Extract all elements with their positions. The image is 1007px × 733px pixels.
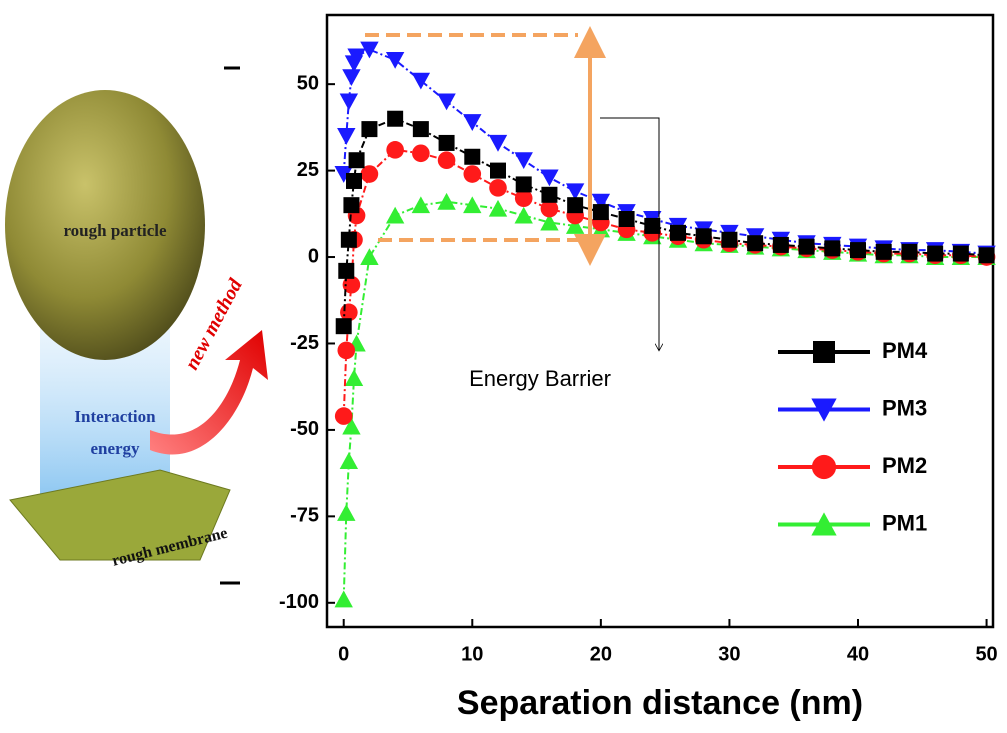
- marker: [360, 248, 378, 265]
- x-tick-label: 30: [718, 643, 740, 665]
- legend-label: PM2: [882, 453, 927, 478]
- marker: [438, 151, 456, 169]
- marker: [515, 207, 533, 224]
- legend-label: PM4: [882, 338, 928, 363]
- marker: [387, 111, 403, 127]
- marker: [337, 504, 355, 521]
- marker: [489, 179, 507, 197]
- marker: [342, 69, 360, 86]
- marker: [567, 197, 583, 213]
- energy-label: energy: [90, 439, 140, 458]
- energy-label: Interaction: [74, 407, 156, 426]
- marker: [516, 176, 532, 192]
- marker: [437, 193, 455, 210]
- marker: [343, 197, 359, 213]
- marker: [386, 207, 404, 224]
- y-tick-label: -75: [290, 505, 319, 527]
- legend-label: PM1: [882, 510, 927, 535]
- legend: PM4 PM3 PM2 PM1: [778, 338, 928, 536]
- marker: [335, 407, 353, 425]
- x-tick-label: 10: [461, 643, 483, 665]
- marker: [337, 128, 355, 145]
- x-tick-label: 40: [847, 643, 869, 665]
- marker: [670, 225, 686, 241]
- marker: [336, 318, 352, 334]
- marker: [619, 211, 635, 227]
- y-tick-label: 50: [297, 72, 319, 94]
- illustration: rough particle Interaction energy rough …: [5, 68, 268, 583]
- x-tick-label: 0: [338, 643, 349, 665]
- marker: [413, 121, 429, 137]
- marker: [979, 247, 995, 263]
- marker: [747, 235, 763, 251]
- marker: [876, 244, 892, 260]
- marker: [824, 240, 840, 256]
- y-tick-label: 25: [297, 159, 319, 181]
- marker: [489, 135, 507, 152]
- marker: [464, 149, 480, 165]
- marker: [721, 232, 737, 248]
- marker: [386, 141, 404, 159]
- figure: rough particle Interaction energy rough …: [0, 0, 1007, 733]
- marker: [338, 263, 354, 279]
- marker: [850, 242, 866, 258]
- marker: [337, 342, 355, 360]
- x-tick-label: 50: [975, 643, 997, 665]
- legend-label: PM3: [882, 395, 927, 420]
- marker: [463, 165, 481, 183]
- x-tick-label: 20: [590, 643, 612, 665]
- series-line: [344, 50, 987, 254]
- marker: [593, 204, 609, 220]
- y-tick-label: -25: [290, 332, 319, 354]
- marker: [812, 455, 836, 479]
- y-tick-label: 0: [308, 245, 319, 267]
- marker: [644, 218, 660, 234]
- marker: [439, 135, 455, 151]
- y-tick-label: -100: [279, 591, 319, 613]
- series-line: [344, 150, 987, 416]
- marker: [901, 244, 917, 260]
- y-tick-label: -50: [290, 418, 319, 440]
- marker: [927, 246, 943, 262]
- marker: [340, 452, 358, 469]
- marker: [799, 239, 815, 255]
- marker: [340, 93, 358, 110]
- annotation: Energy Barrier: [469, 366, 611, 391]
- particle-label: rough particle: [63, 221, 167, 240]
- marker: [361, 121, 377, 137]
- marker: [412, 73, 430, 90]
- marker: [463, 114, 481, 131]
- marker: [953, 246, 969, 262]
- marker: [345, 369, 363, 386]
- marker: [349, 152, 365, 168]
- marker: [335, 591, 353, 608]
- marker: [515, 152, 533, 169]
- series: [335, 141, 995, 425]
- marker: [541, 187, 557, 203]
- marker: [412, 145, 430, 163]
- marker: [490, 163, 506, 179]
- marker: [696, 228, 712, 244]
- marker: [540, 170, 558, 187]
- marker: [346, 173, 362, 189]
- marker: [773, 237, 789, 253]
- series: [336, 111, 995, 334]
- marker: [341, 232, 357, 248]
- marker: [813, 341, 835, 363]
- x-axis-title: Separation distance (nm): [457, 684, 863, 722]
